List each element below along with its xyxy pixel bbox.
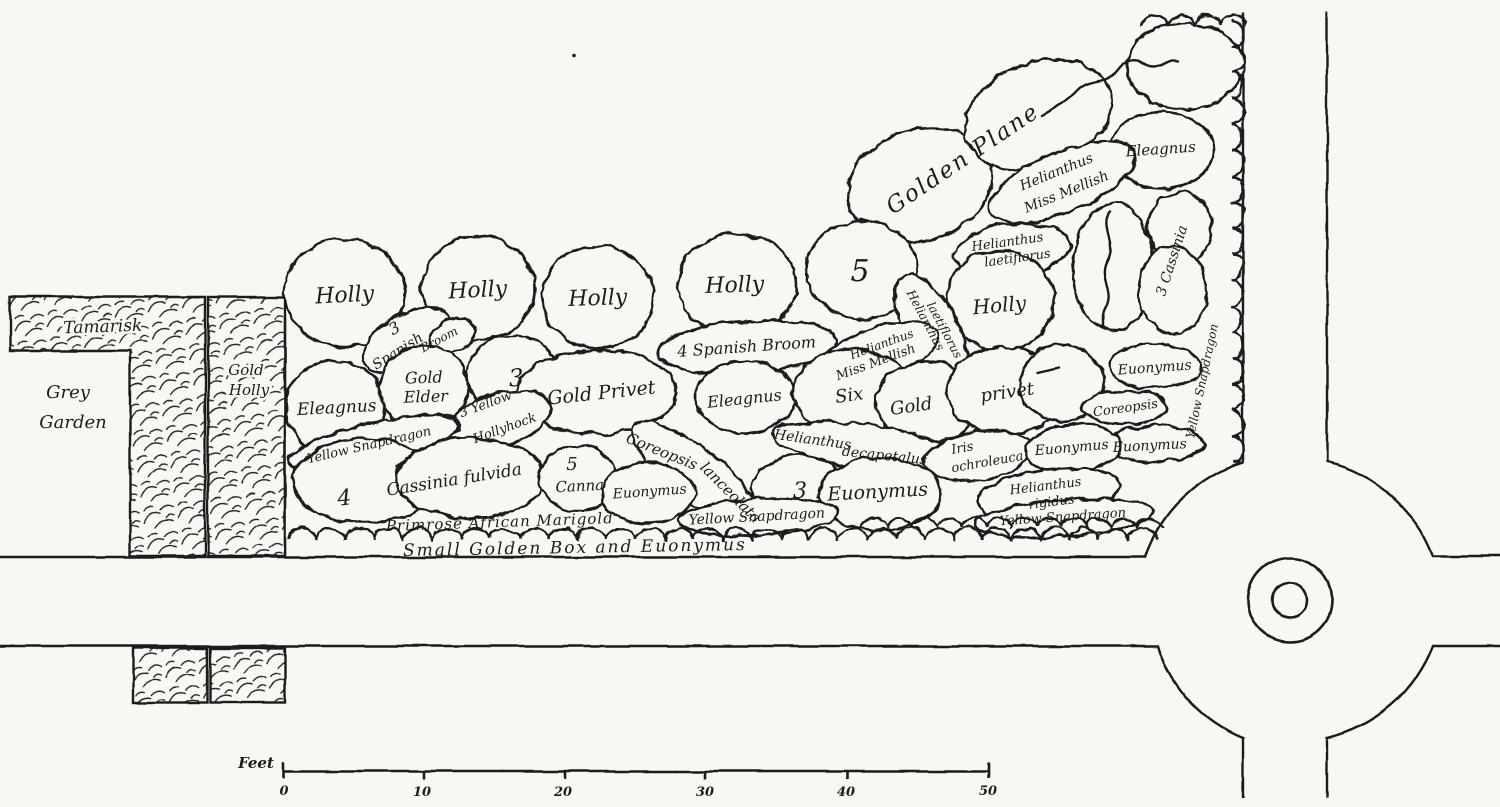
bush-squiggle [1101,210,1113,329]
scale-tick-50: 50 [979,784,997,799]
blob-snapdragon-center [676,497,840,537]
privet-dash [1036,366,1060,375]
label-holly-top-right: Holly [971,291,1028,320]
scale-bar: Feet 0 10 20 30 40 50 [237,754,997,800]
scallop-bottom-row [285,527,1159,541]
scale-tick-0: 0 [279,784,288,799]
basin-outer-circle [1246,556,1334,644]
label-euonymus-three-n: 3 [793,479,807,504]
blob-cassinia-three-b [1137,244,1209,336]
walk-upper-edge [0,12,1245,559]
label-euonymus-center: Euonymus [611,481,687,502]
sketch-marks [573,53,1179,375]
scale-tick-10: 10 [413,785,431,800]
label-eleagnus-left: Eleagnus [295,396,377,420]
label-euonymus-top-right: Euonymus [1116,357,1192,378]
scale-bar-unit: Feet [237,754,274,772]
hedge-block-lower-right [208,646,287,705]
blob-holly-3 [540,244,656,350]
scale-tick-20: 20 [553,785,572,800]
basin-inner-circle [1271,581,1309,619]
scale-tick-30: 30 [696,785,714,800]
scallop-edges [285,13,1248,541]
label-gold-elder-2: Elder [402,386,449,407]
blob-miss-mellish-top [988,140,1138,224]
label-gold-elder-1: Gold [405,367,443,387]
blob-euonymus-top-right [1107,342,1203,390]
label-six-gold-privet-1: Six [834,383,865,408]
label-eleagnus-top-right: Eleagnus [1124,138,1197,161]
label-euonymus-three: Euonymus [826,478,929,505]
blob-holly-1 [283,237,407,349]
hedge-block-lower-left [131,646,209,705]
scallop-top-right-row [1140,13,1248,27]
blob-squiggle-bush [1071,201,1155,333]
scallop-right-column [1231,18,1245,464]
blob-coreopsis-right [1081,388,1169,426]
blob-six-gold-4 [1018,343,1106,423]
label-iris-1: Iris [949,439,975,458]
label-holly-2: Holly [447,276,509,304]
scallop-mid-row [860,517,1164,529]
blob-snapdragon-bottom-right [971,497,1155,539]
label-euonymus-right-mid: Euonymus [1033,437,1109,459]
scale-bar-line [281,762,991,779]
label-grey-garden-2: Garden [39,412,106,433]
blob-holly-2 [419,234,537,342]
cross-walk-right-lower [1325,644,1500,798]
label-holly-1: Holly [314,281,376,309]
hedge-walls [8,295,287,705]
label-gold-holly-1: Gold [228,361,263,379]
label-gold-privet-n: 3 [507,363,525,392]
label-holly-4: Holly [704,272,765,299]
walk-lower-edge [0,644,1245,798]
label-gold-holly-2: Holly [228,381,270,399]
blob-five [804,219,920,321]
blob-euonymus-center [600,461,696,525]
label-euonymus-right-lower: Euonymus [1111,436,1187,456]
blob-golden-plane-3 [1125,21,1245,111]
golden-plane-squiggle [1040,58,1179,118]
blob-euonymus-three-b [816,456,944,532]
label-tamarisk: Tamarisk [63,316,143,339]
label-cassinia-fulvida-n: 4 [335,485,352,511]
label-canna: Canna [555,476,605,497]
label-helianthus-rigidus-2: rigidus [1028,492,1076,513]
cross-walk-right-upper [1325,12,1500,558]
label-five: 5 [850,254,869,289]
label-grey-garden-1: Grey [46,382,91,403]
path-lines [0,12,1500,798]
label-primrose-marigold: Primrose African Marigold [385,509,614,535]
plant-blobs [283,21,1245,539]
ink-dot [573,53,577,57]
label-holly-3: Holly [567,285,628,312]
gold-holly-hedge [206,295,287,558]
label-snapdragon-center: Yellow Snapdragon [688,505,825,528]
scale-tick-40: 40 [837,785,855,800]
label-canna-n: 5 [566,454,577,475]
